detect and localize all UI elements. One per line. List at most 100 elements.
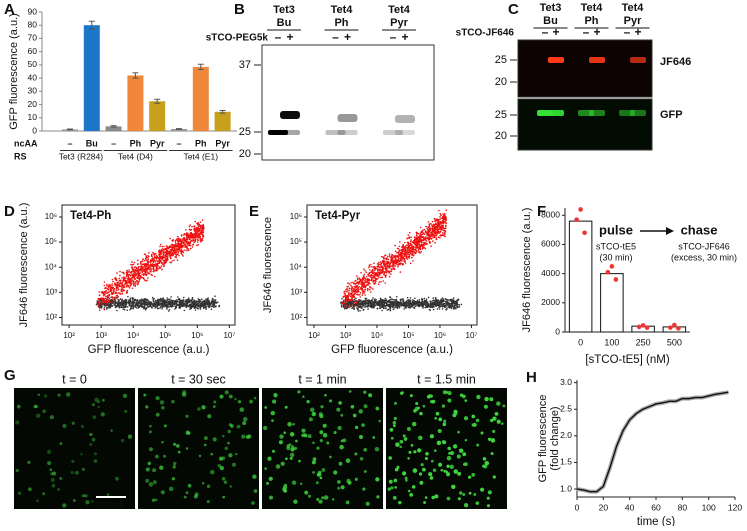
event-dot — [174, 244, 176, 246]
replicate-point — [645, 325, 650, 330]
y-tick-label: 80 — [28, 19, 38, 29]
event-dot — [437, 299, 439, 301]
event-dot — [349, 283, 351, 285]
error-bar — [67, 129, 73, 130]
event-dot — [435, 297, 437, 299]
event-dot — [151, 274, 153, 276]
event-dot — [442, 297, 444, 299]
event-dot — [353, 295, 355, 297]
event-dot — [359, 294, 361, 296]
event-dot — [106, 285, 108, 287]
bar — [149, 101, 165, 131]
event-dot — [454, 307, 456, 309]
event-dot — [143, 270, 145, 272]
event-dot — [363, 309, 365, 311]
event-dot — [191, 226, 193, 228]
event-dot — [372, 270, 374, 272]
y-tick-label: 2.0 — [560, 430, 572, 440]
event-dot — [413, 300, 415, 302]
event-dot — [190, 229, 192, 231]
event-dot — [110, 305, 112, 307]
event-dot — [124, 301, 126, 303]
event-dot — [180, 300, 182, 302]
event-dot — [148, 252, 150, 254]
event-dot — [186, 250, 188, 252]
event-dot — [166, 297, 168, 299]
event-dot — [432, 297, 434, 299]
event-dot — [169, 252, 171, 254]
event-dot — [400, 304, 402, 306]
x-tick-label: – — [111, 138, 116, 148]
event-dot — [388, 266, 390, 268]
event-dot — [100, 303, 102, 305]
event-dot — [401, 255, 403, 257]
event-dot — [387, 309, 389, 311]
event-dot — [200, 301, 202, 303]
event-dot — [142, 299, 144, 301]
event-dot — [358, 310, 360, 312]
event-dot — [194, 305, 196, 307]
event-dot — [160, 267, 162, 269]
event-dot — [394, 307, 396, 309]
event-dot — [149, 306, 151, 308]
event-dot — [184, 249, 186, 251]
event-dot — [153, 269, 155, 271]
event-dot — [411, 302, 413, 304]
x-tick-label: 10² — [308, 331, 320, 340]
event-dot — [101, 305, 103, 307]
event-dot — [432, 300, 434, 302]
event-dot — [139, 278, 141, 280]
event-dot — [112, 298, 114, 300]
event-dot — [401, 253, 403, 255]
event-dot — [114, 288, 116, 290]
event-dot — [432, 221, 434, 223]
event-dot — [340, 303, 342, 305]
event-dot — [184, 310, 186, 312]
event-dot — [157, 302, 159, 304]
event-dot — [442, 300, 444, 302]
event-dot — [455, 308, 457, 310]
event-dot — [120, 307, 122, 309]
event-dot — [367, 278, 369, 280]
event-dot — [402, 258, 404, 260]
event-dot — [164, 306, 166, 308]
event-dot — [129, 278, 131, 280]
event-dot — [114, 300, 116, 302]
event-dot — [354, 280, 356, 282]
event-dot — [116, 295, 118, 297]
event-dot — [365, 286, 367, 288]
event-dot — [143, 302, 145, 304]
y-tick-label: 50 — [28, 59, 38, 69]
event-dot — [407, 297, 409, 299]
event-dot — [404, 305, 406, 307]
event-dot — [395, 265, 397, 267]
event-dot — [192, 246, 194, 248]
event-dot — [343, 291, 345, 293]
event-dot — [105, 305, 107, 307]
x-tick-label: 10⁵ — [402, 331, 414, 340]
event-dot — [186, 237, 188, 239]
event-dot — [453, 302, 455, 304]
event-dot — [138, 307, 140, 309]
event-dot — [193, 306, 195, 308]
event-dot — [427, 238, 429, 240]
event-dot — [191, 236, 193, 238]
event-dot — [348, 294, 350, 296]
event-dot — [368, 283, 370, 285]
event-dot — [367, 299, 369, 301]
event-dot — [126, 273, 128, 275]
event-dot — [406, 253, 408, 255]
event-dot — [369, 289, 371, 291]
event-dot — [146, 256, 148, 258]
event-dot — [122, 307, 124, 309]
event-dot — [161, 308, 163, 310]
event-dot — [158, 262, 160, 264]
event-dot — [429, 226, 431, 228]
event-dot — [117, 296, 119, 298]
event-dot — [155, 256, 157, 258]
event-dot — [425, 306, 427, 308]
event-dot — [106, 308, 108, 310]
event-dot — [390, 310, 392, 312]
event-dot — [457, 299, 459, 301]
event-dot — [362, 285, 364, 287]
